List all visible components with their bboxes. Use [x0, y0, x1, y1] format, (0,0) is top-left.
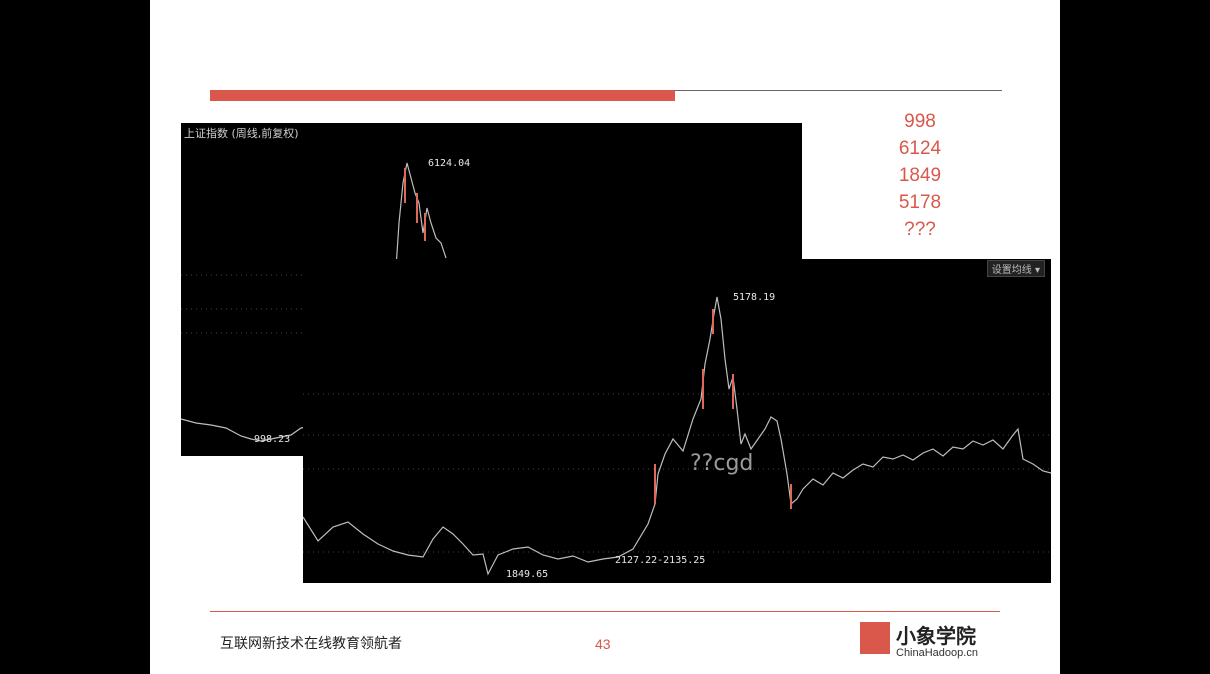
peak-label: 6124.04: [428, 158, 471, 169]
title-accent-bar: [210, 90, 675, 101]
logo-url: ChinaHadoop.cn: [896, 647, 978, 659]
index-chart-2015-plot: [303, 296, 1051, 576]
key-value: 6124: [898, 138, 942, 159]
title-rule: [675, 90, 1002, 91]
footer-rule: [210, 611, 1000, 612]
low-label: 1849.65: [506, 569, 549, 580]
footer-tagline: 互联网新技术在线教育领航者: [220, 636, 402, 652]
logo-name: 小象学院: [896, 624, 976, 648]
page-number: 43: [595, 636, 611, 652]
key-value: ???: [904, 219, 936, 240]
low-label: 998.23: [254, 434, 291, 445]
ma-setting-button[interactable]: 设置均线 ▾: [986, 260, 1045, 277]
key-value: 5178: [898, 192, 942, 213]
overlay-text: ??cgd: [690, 451, 754, 476]
brand-logo: 小象学院 ChinaHadoop.cn: [860, 620, 995, 664]
slide: 上证指数 (周线,前复权) 6124.04 998.23 设置均线 ▾ 5178…: [150, 0, 1060, 674]
chart-title: 上证指数 (周线,前复权): [184, 127, 299, 140]
peak-label: 5178.19: [733, 292, 776, 303]
key-values-list: 998 6124 1849 5178 ???: [875, 108, 965, 243]
range-label: 2127.22-2135.25: [615, 555, 706, 566]
elephant-icon: [860, 622, 890, 654]
key-value: 998: [904, 111, 936, 132]
key-value: 1849: [898, 165, 942, 186]
index-chart-2015: 设置均线 ▾ 5178.19 1849.65 2127.22-2135.25 ?…: [303, 259, 1051, 583]
